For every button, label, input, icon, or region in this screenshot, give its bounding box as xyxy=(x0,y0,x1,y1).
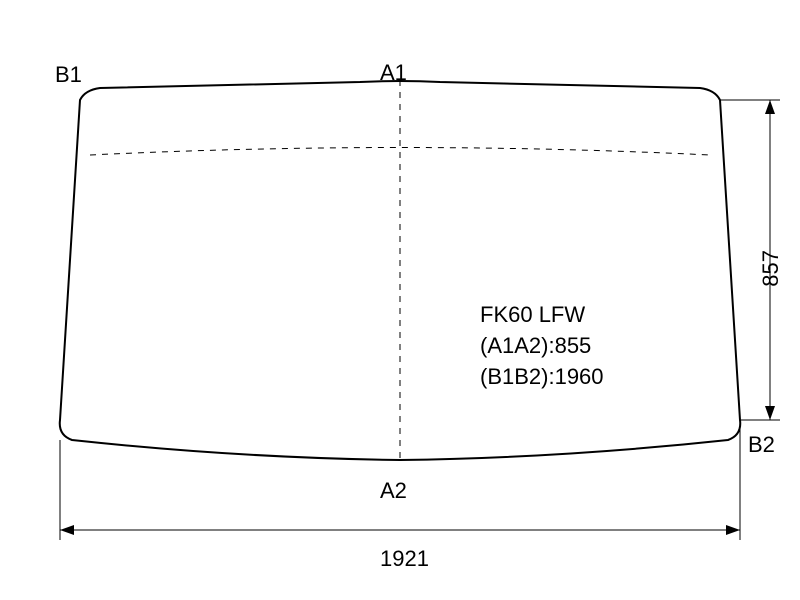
label-B1: B1 xyxy=(55,62,82,88)
dim-A1A2: (A1A2):855 xyxy=(480,331,604,362)
v-dim-arrow-bottom xyxy=(765,406,775,420)
part-code: FK60 LFW xyxy=(480,300,604,331)
v-dim-arrow-top xyxy=(765,100,775,114)
h-dim-arrow-right xyxy=(726,525,740,535)
dim-B1B2: (B1B2):1960 xyxy=(480,362,604,393)
h-dim-arrow-left xyxy=(60,525,74,535)
width-dimension-value: 1921 xyxy=(380,546,429,572)
label-A2: A2 xyxy=(380,478,407,504)
info-block: FK60 LFW (A1A2):855 (B1B2):1960 xyxy=(480,300,604,392)
height-dimension-value: 857 xyxy=(758,250,784,287)
label-A1: A1 xyxy=(380,60,407,86)
label-B2: B2 xyxy=(748,432,775,458)
drawing-canvas xyxy=(0,0,800,600)
windshield-outline xyxy=(60,81,741,460)
